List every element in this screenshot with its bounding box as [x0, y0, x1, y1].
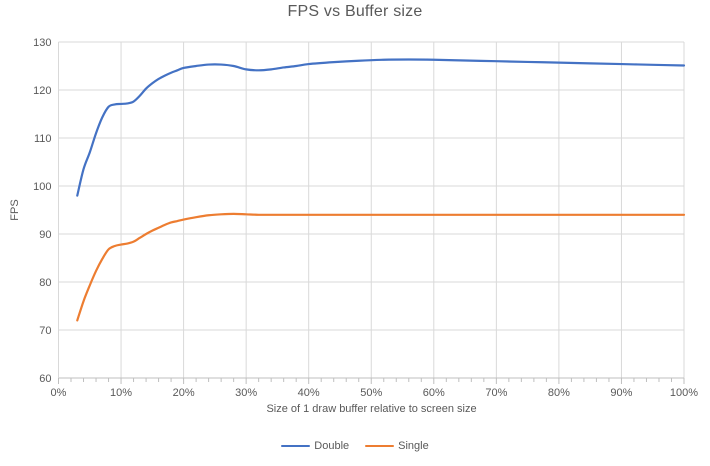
- x-tick-label: 10%: [110, 387, 132, 399]
- x-tick-label: 0%: [51, 387, 67, 399]
- y-tick-label: 90: [39, 229, 51, 241]
- legend-item-double: Double: [281, 440, 349, 452]
- y-tick-label: 120: [33, 85, 51, 97]
- y-tick-label: 100: [33, 181, 51, 193]
- x-tick-label: 90%: [610, 387, 632, 399]
- y-tick-label: 70: [39, 325, 51, 337]
- x-tick-label: 70%: [485, 387, 507, 399]
- double-series-swatch: [281, 444, 311, 448]
- single-series-swatch: [365, 444, 395, 448]
- x-axis-title: Size of 1 draw buffer relative to screen…: [266, 403, 477, 415]
- y-tick-label: 110: [34, 133, 52, 145]
- legend-label-double: Double: [314, 440, 350, 452]
- legend-label-single: Single: [398, 440, 429, 452]
- x-tick-label: 40%: [298, 387, 320, 399]
- legend: Double Single: [0, 440, 710, 452]
- series-line-single: [76, 212, 686, 322]
- x-tick-label: 100%: [670, 387, 698, 399]
- legend-item-single: Single: [365, 440, 429, 452]
- x-tick-label: 50%: [360, 387, 382, 399]
- chart-title: FPS vs Buffer size: [287, 3, 423, 20]
- y-tick-label: 130: [33, 37, 51, 49]
- y-tick-label: 60: [39, 373, 51, 385]
- x-tick-label: 60%: [423, 387, 445, 399]
- x-tick-label: 30%: [235, 387, 257, 399]
- series-line-double: [76, 58, 686, 197]
- x-tick-label: 80%: [548, 387, 570, 399]
- plot-area: 60 70 80 90 100 110 120 130 0% 10% 20% 30% 40% 50% 60%…: [33, 37, 698, 399]
- x-tick-label: 20%: [173, 387, 195, 399]
- y-tick-label: 80: [39, 277, 51, 289]
